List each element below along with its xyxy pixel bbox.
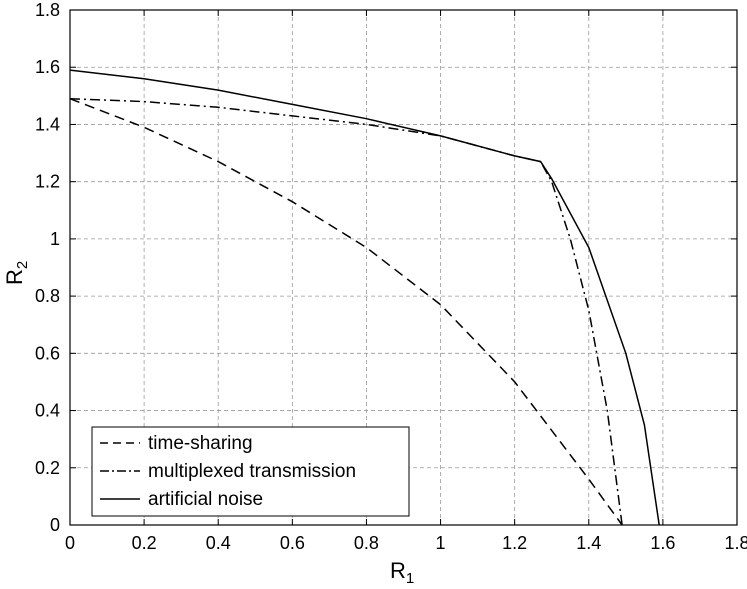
y-axis-label-main: R — [2, 269, 27, 285]
x-tick-label: 0.4 — [206, 533, 231, 553]
y-tick-label: 0.8 — [35, 286, 60, 306]
x-tick-label: 0.2 — [132, 533, 157, 553]
y-tick-label: 1.2 — [35, 172, 60, 192]
y-tick-label: 0.6 — [35, 343, 60, 363]
x-tick-label: 1.6 — [650, 533, 675, 553]
time-sharing-line — [69, 98, 623, 526]
y-tick-labels: 0 0.2 0.4 0.6 0.8 1 1.2 1.4 1.6 1.8 — [35, 0, 60, 535]
artificial-noise-line — [69, 69, 660, 526]
x-tick-label: 1.2 — [502, 533, 527, 553]
y-tick-label: 0.2 — [35, 458, 60, 478]
y-tick-label: 1 — [50, 229, 60, 249]
x-axis-label-subscript: 1 — [406, 570, 414, 587]
x-tick-labels: 0 0.2 0.4 0.6 0.8 1 1.2 1.4 1.6 1.8 — [65, 533, 747, 553]
x-axis-label-main: R — [390, 558, 406, 583]
x-tick-label: 0.6 — [280, 533, 305, 553]
x-tick-label: 1.4 — [576, 533, 601, 553]
legend-label-time-sharing: time-sharing — [148, 433, 253, 454]
x-tick-label: 1.8 — [724, 533, 747, 553]
y-tick-label: 1.8 — [35, 0, 60, 20]
y-axis-label: R2 — [2, 261, 31, 285]
plot-frame — [69, 9, 738, 526]
legend-label-multiplexed: multiplexed transmission — [148, 461, 356, 482]
ticks — [69, 9, 738, 526]
legend: time-sharing multiplexed transmission ar… — [91, 426, 410, 517]
x-tick-label: 0 — [65, 533, 75, 553]
x-tick-label: 0.8 — [354, 533, 379, 553]
legend-label-artificial-noise: artificial noise — [148, 489, 263, 510]
series-lines — [69, 69, 660, 526]
y-axis-label-subscript: 2 — [14, 261, 31, 269]
x-tick-label: 1 — [436, 533, 446, 553]
x-axis-label: R1 — [390, 558, 414, 587]
legend-box — [91, 426, 410, 517]
y-tick-label: 0 — [50, 515, 60, 535]
y-tick-label: 1.4 — [35, 114, 60, 134]
y-tick-label: 0.4 — [35, 401, 60, 421]
y-tick-label: 1.6 — [35, 57, 60, 77]
